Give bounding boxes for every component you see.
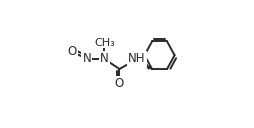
- Text: N: N: [83, 52, 91, 66]
- Text: O: O: [115, 77, 124, 90]
- Text: N: N: [100, 52, 109, 66]
- Text: NH: NH: [128, 52, 146, 66]
- Text: O: O: [67, 45, 76, 58]
- Text: CH₃: CH₃: [94, 38, 115, 48]
